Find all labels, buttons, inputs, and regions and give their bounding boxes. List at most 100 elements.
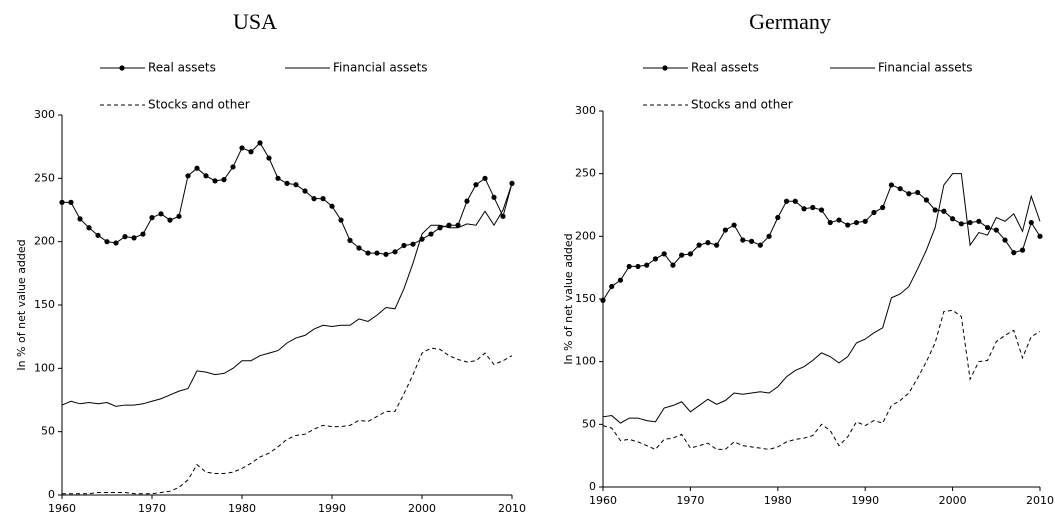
y-axis-label: In % of net value added [562,233,575,364]
data-point [617,277,624,283]
data-point [212,178,218,184]
x-tick-label: 2000 [408,502,436,515]
data-point [915,189,921,196]
x-tick-label: 1980 [228,502,256,515]
data-point [722,227,728,233]
data-point [473,182,479,188]
x-tick-label: 1980 [764,494,792,507]
data-point [167,217,173,223]
data-point [401,242,407,249]
data-point [86,225,92,231]
data-point [428,231,434,237]
data-point [783,198,790,204]
data-point [284,180,290,186]
y-tick-label: 250 [34,171,55,184]
legend-marker [119,65,125,71]
data-point [714,242,720,248]
data-point [374,250,380,256]
data-point [748,238,755,244]
data-point [482,175,488,181]
y-tick-label: 200 [575,229,596,242]
data-point [635,263,641,270]
data-point [775,214,781,221]
legend-marker [662,65,668,71]
x-tick-label: 1990 [318,502,346,515]
data-point [766,233,772,239]
data-point [836,217,842,223]
y-tick-label: 200 [34,235,55,248]
data-point [941,208,947,214]
data-point [329,203,335,209]
data-point [68,199,74,205]
legend-label: Real assets [148,61,216,75]
data-point [888,182,895,188]
legend-label: Real assets [691,61,759,75]
data-point [185,173,191,179]
legend-label: Financial assets [878,61,973,75]
data-point [661,251,667,257]
data-point [194,165,200,171]
data-point [810,204,816,211]
x-tick-label: 2010 [1026,494,1054,507]
data-point [464,198,470,204]
data-point [203,173,209,179]
x-tick-label: 2010 [498,502,526,515]
data-point [984,224,991,231]
data-point [600,297,606,303]
data-point [906,191,912,197]
data-point [347,237,353,243]
y-tick-label: 50 [41,425,55,438]
data-point [302,188,308,194]
data-point [1037,233,1043,239]
data-point [871,209,877,216]
data-point [176,213,182,219]
data-point [149,215,155,221]
data-point [95,232,101,238]
data-point [356,245,362,251]
data-point [853,219,860,226]
data-point [958,221,964,227]
data-point [320,196,326,202]
data-point [880,204,886,211]
data-point [392,249,398,255]
data-point [950,216,956,222]
data-point [230,164,236,170]
data-point [266,155,272,161]
data-point [818,207,825,213]
legend-label: Financial assets [333,61,428,75]
series-line [62,347,513,495]
data-point [1028,219,1034,226]
data-point [976,218,982,224]
data-point [491,194,497,200]
legend-label: Stocks and other [148,98,250,112]
data-point [801,206,807,212]
y-axis-label: In % of net value added [15,239,28,370]
data-point [410,241,416,247]
data-point [993,227,999,233]
y-tick-label: 0 [589,480,596,493]
data-point [275,175,281,181]
data-point [705,240,711,246]
data-point [679,252,685,258]
data-point [609,283,615,290]
data-point [923,197,929,203]
data-point [757,242,763,248]
data-point [239,145,245,151]
y-tick-label: 50 [582,417,596,430]
data-point [140,231,146,237]
data-point [104,239,110,245]
y-tick-label: 150 [575,292,596,305]
data-point [862,218,868,224]
legend-label: Stocks and other [691,98,793,112]
data-point [731,222,737,228]
data-point [446,222,452,228]
chart-title: USA [233,9,277,34]
data-point [248,149,254,155]
data-point [338,217,344,223]
data-point [293,182,299,188]
series-line [602,184,1041,301]
series-line [602,173,1041,424]
data-point [437,225,443,231]
data-point [383,251,389,257]
